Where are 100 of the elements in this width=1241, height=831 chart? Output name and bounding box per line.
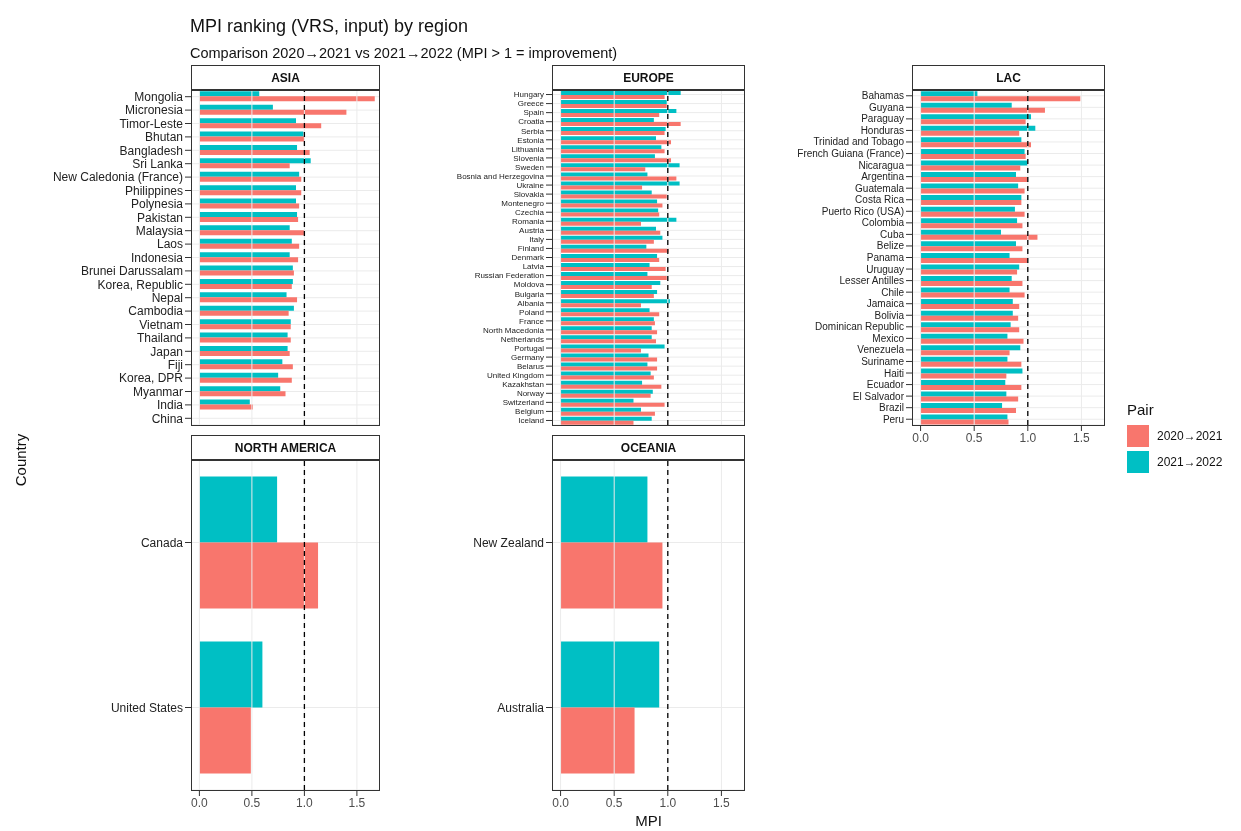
y-tick-label: Brunei Darussalam bbox=[80, 264, 183, 279]
y-tick-label: Slovenia bbox=[513, 153, 545, 163]
y-tick-label: Croatia bbox=[518, 117, 545, 127]
y-tick-label: Albania bbox=[517, 298, 545, 308]
chart-title: LAC bbox=[996, 70, 1021, 85]
y-tick-label: Denmark bbox=[511, 253, 545, 263]
y-tick-label: Norway bbox=[516, 389, 544, 399]
y-tick-label: Czechia bbox=[515, 208, 545, 218]
y-tick-label: Honduras bbox=[860, 124, 904, 136]
x-tick-label: 0.0 bbox=[912, 430, 930, 445]
y-tick-label: North Macedonia bbox=[483, 325, 545, 335]
y-tick-label: Laos bbox=[156, 237, 183, 252]
x-tick-label: 0.5 bbox=[965, 430, 983, 445]
y-tick-label: Kazakhstan bbox=[502, 380, 544, 390]
y-tick-label: Peru bbox=[882, 413, 904, 425]
y-tick-label: Micronesia bbox=[124, 103, 184, 118]
y-tick-label: Argentina bbox=[861, 171, 905, 183]
x-tick-label: 1.5 bbox=[1073, 430, 1091, 445]
y-tick-label: Panama bbox=[866, 252, 905, 263]
y-tick-label: United Kingdom bbox=[487, 371, 545, 380]
y-tick-label: Poland bbox=[519, 307, 544, 317]
y-tick-label: Philippines bbox=[124, 183, 183, 198]
chart-title: EUROPE bbox=[623, 70, 674, 85]
y-tick-label: Paraguay bbox=[861, 113, 904, 125]
y-tick-label: Bulgaria bbox=[514, 289, 545, 299]
y-tick-label: Timor-Leste bbox=[119, 116, 184, 131]
y-tick-label: Greece bbox=[517, 99, 545, 109]
y-tick-label: Trinidad and Tobago bbox=[813, 136, 905, 148]
y-tick-label: Finland bbox=[517, 244, 544, 254]
y-tick-label: Austria bbox=[519, 226, 545, 236]
y-tick-label: Costa Rica bbox=[855, 194, 905, 206]
y-tick-label: Haiti bbox=[883, 367, 904, 379]
chart-title: ASIA bbox=[271, 70, 300, 85]
y-tick-label: Spain bbox=[523, 108, 544, 118]
y-tick-label: Bahamas bbox=[861, 90, 904, 102]
y-tick-label: Italy bbox=[529, 235, 544, 245]
y-tick-label: Pakistan bbox=[136, 210, 183, 225]
y-tick-label: China bbox=[151, 411, 184, 426]
y-tick-label: Sweden bbox=[515, 162, 544, 172]
y-tick-label: Japan bbox=[150, 344, 183, 359]
y-tick-label: Ukraine bbox=[516, 180, 545, 190]
y-tick-label: Puerto Rico (USA) bbox=[821, 205, 904, 217]
chart-title: OCEANIA bbox=[620, 440, 677, 455]
x-tick-label: 1.0 bbox=[296, 795, 314, 810]
y-tick-label: India bbox=[156, 398, 184, 413]
y-tick-label: Germany bbox=[511, 352, 544, 362]
y-tick-label: Lesser Antilles bbox=[839, 275, 904, 287]
y-tick-label: Iceland bbox=[518, 416, 544, 426]
x-tick-label: 0.5 bbox=[243, 795, 261, 810]
text: Comparison 2020→2021 vs 2021→2022 (MPI > 1 = improvement) bbox=[190, 44, 618, 63]
x-tick-label: 0.5 bbox=[605, 795, 623, 810]
y-tick-label: Russian Federation bbox=[474, 271, 544, 281]
y-tick-label: Bangladesh bbox=[119, 143, 183, 158]
chart-title: NORTH AMERICA bbox=[234, 440, 337, 455]
y-tick-label: Brazil bbox=[878, 402, 904, 414]
y-tick-label: Fiji bbox=[167, 357, 183, 372]
y-tick-label: Portugal bbox=[514, 343, 545, 353]
y-tick-label: Guyana bbox=[868, 101, 905, 113]
y-axis-title: Country bbox=[11, 433, 29, 487]
x-axis-title: MPI bbox=[634, 812, 663, 829]
x-tick-label: 1.5 bbox=[713, 795, 731, 810]
y-tick-label: Switzerland bbox=[502, 398, 544, 408]
y-tick-label: Vietnam bbox=[139, 317, 183, 332]
y-tick-label: Nicaragua bbox=[858, 159, 905, 171]
y-tick-label: Lithuania bbox=[511, 144, 545, 154]
y-tick-label: Korea, DPR bbox=[118, 371, 184, 386]
y-tick-label: Canada bbox=[140, 535, 184, 550]
y-tick-label: El Salvador bbox=[852, 390, 905, 402]
x-tick-label: 1.0 bbox=[659, 795, 677, 810]
y-tick-label: Myanmar bbox=[132, 384, 183, 399]
y-tick-label: Mongolia bbox=[134, 89, 184, 104]
y-tick-label: Suriname bbox=[861, 355, 905, 367]
y-tick-label: Jamaica bbox=[866, 298, 905, 310]
y-tick-label: French Guiana (France) bbox=[797, 148, 904, 160]
y-tick-label: Belgium bbox=[515, 407, 545, 417]
y-tick-label: New Zealand bbox=[473, 535, 544, 550]
y-tick-label: United States bbox=[110, 700, 183, 715]
x-tick-label: 1.5 bbox=[348, 795, 366, 810]
y-tick-label: Bhutan bbox=[144, 130, 183, 145]
y-tick-label: Montenegro bbox=[501, 198, 545, 208]
y-tick-label: Chile bbox=[881, 286, 905, 298]
y-tick-label: Serbia bbox=[520, 126, 545, 136]
y-tick-label: Mexico bbox=[872, 332, 905, 344]
x-tick-label: 0.0 bbox=[191, 795, 209, 810]
y-tick-label: Dominican Republic bbox=[815, 321, 904, 333]
y-tick-label: Indonesia bbox=[130, 250, 184, 265]
y-tick-label: Polynesia bbox=[130, 197, 184, 212]
y-tick-label: Netherlands bbox=[500, 334, 544, 344]
legend-label: 2021→2022 bbox=[1157, 455, 1223, 469]
y-tick-label: Colombia bbox=[861, 217, 905, 229]
legend-label: 2020→2021 bbox=[1157, 429, 1223, 443]
x-tick-label: 0.0 bbox=[552, 795, 570, 810]
y-tick-label: Hungary bbox=[513, 90, 544, 100]
y-tick-label: New Caledonia (France) bbox=[52, 170, 183, 185]
y-tick-label: Slovakia bbox=[513, 189, 545, 199]
y-tick-label: Guatemala bbox=[855, 182, 905, 194]
y-tick-label: Cambodia bbox=[128, 304, 184, 319]
y-tick-label: Bosnia and Herzegovina bbox=[456, 171, 545, 181]
y-tick-label: Moldova bbox=[513, 280, 545, 290]
y-tick-label: Estonia bbox=[517, 135, 545, 145]
